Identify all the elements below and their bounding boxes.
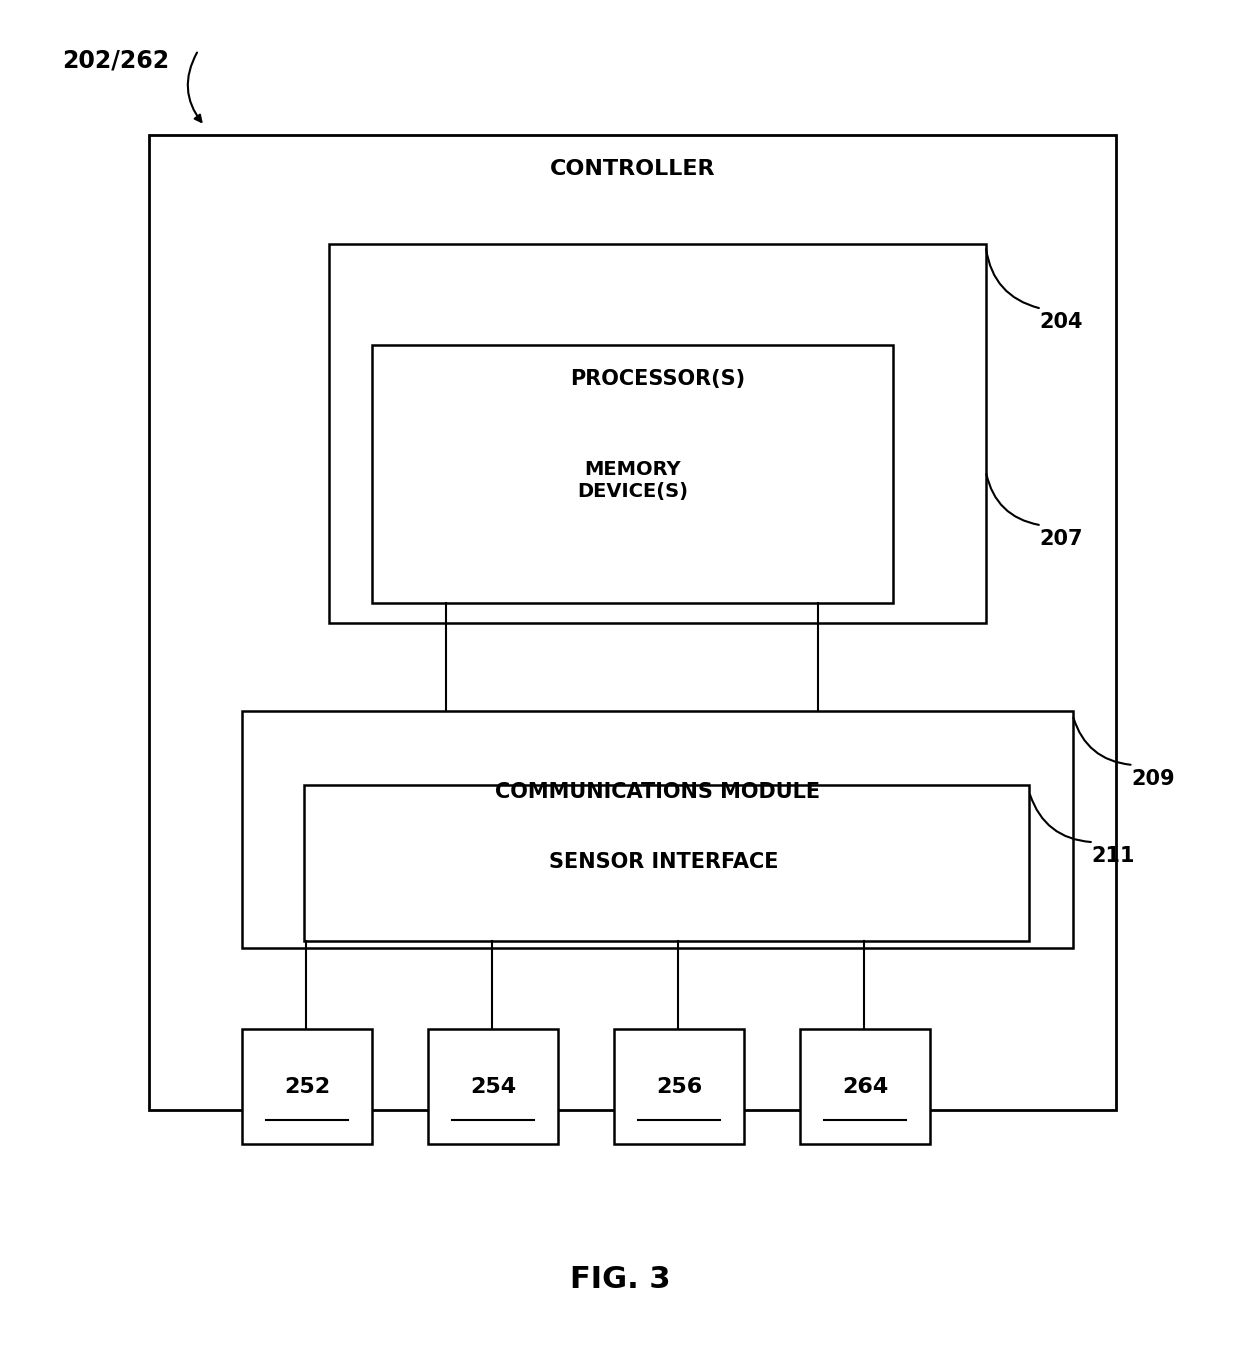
Text: COMMUNICATIONS MODULE: COMMUNICATIONS MODULE — [495, 783, 820, 802]
Text: PROCESSOR(S): PROCESSOR(S) — [569, 370, 745, 389]
Text: 256: 256 — [656, 1076, 702, 1097]
Text: 264: 264 — [842, 1076, 888, 1097]
FancyBboxPatch shape — [428, 1029, 558, 1144]
Text: CONTROLLER: CONTROLLER — [549, 160, 715, 179]
Text: 254: 254 — [470, 1076, 516, 1097]
Text: 202/262: 202/262 — [62, 49, 169, 73]
Text: 211: 211 — [1091, 846, 1135, 865]
FancyBboxPatch shape — [329, 244, 986, 623]
FancyBboxPatch shape — [304, 785, 1029, 941]
FancyBboxPatch shape — [614, 1029, 744, 1144]
FancyBboxPatch shape — [800, 1029, 930, 1144]
Text: 252: 252 — [284, 1076, 330, 1097]
Text: 209: 209 — [1131, 769, 1174, 788]
FancyBboxPatch shape — [242, 711, 1073, 948]
Text: MEMORY
DEVICE(S): MEMORY DEVICE(S) — [577, 460, 688, 501]
FancyBboxPatch shape — [242, 1029, 372, 1144]
FancyBboxPatch shape — [372, 345, 893, 603]
FancyBboxPatch shape — [149, 135, 1116, 1110]
Text: FIG. 3: FIG. 3 — [569, 1265, 671, 1294]
Text: SENSOR INTERFACE: SENSOR INTERFACE — [548, 853, 779, 872]
Text: 207: 207 — [1039, 529, 1083, 548]
Text: 204: 204 — [1039, 313, 1083, 332]
